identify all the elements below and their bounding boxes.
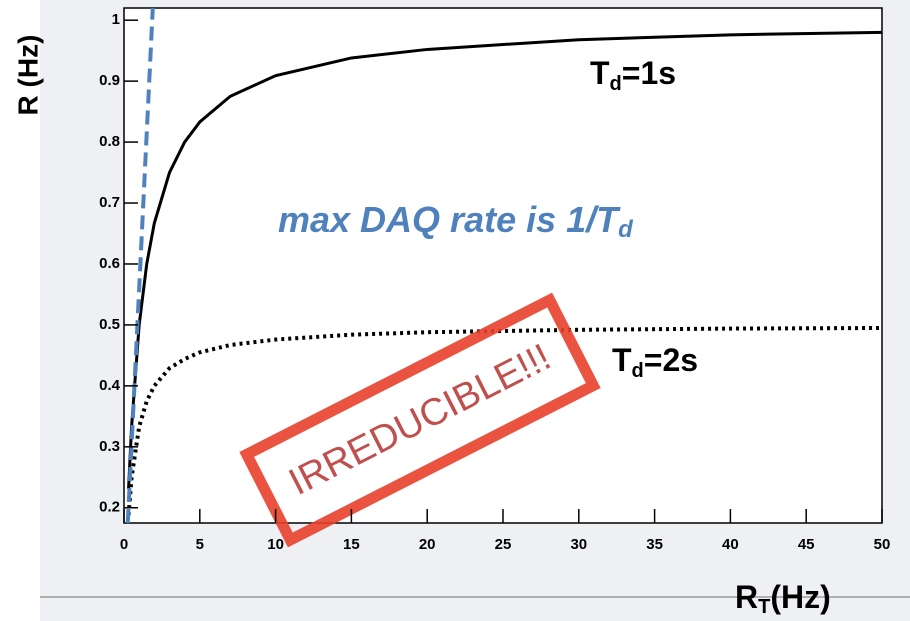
ann-main: T [590, 55, 610, 91]
y-tick-label: 0.9 [99, 72, 120, 89]
ann-sub: d [632, 360, 644, 382]
stamp-frame [239, 292, 601, 548]
ann-rest: =2s [644, 342, 698, 378]
x-tick-label: 50 [874, 536, 891, 553]
y-tick-label: 1 [112, 11, 120, 28]
ann-main: max DAQ rate is 1/T [278, 199, 621, 240]
y-tick-label: 0.2 [99, 499, 120, 516]
ann-main: T [612, 342, 632, 378]
x-tick-label: 15 [343, 536, 360, 553]
series-line [127, 30, 882, 489]
y-tick-label: 0.8 [99, 133, 120, 150]
x-tick-label: 0 [120, 536, 128, 553]
y-tick-label: 0.4 [99, 377, 121, 394]
series-line [126, 325, 882, 516]
annotation-td1: Td=1s [590, 55, 676, 95]
x-tick-label: 30 [570, 536, 587, 553]
x-tick-label: 35 [646, 536, 663, 553]
y-tick-label: 0.6 [99, 255, 120, 272]
plot-frame [123, 7, 883, 524]
x-axis-title: RT(Hz) [735, 579, 831, 618]
x-tick-label: 45 [798, 536, 815, 553]
ann-rest: =1s [622, 55, 676, 91]
x-tick-label: 20 [419, 536, 436, 553]
x-tick-label: 25 [495, 536, 512, 553]
y-tick-label: 0.3 [99, 438, 120, 455]
ann-sub: d [610, 73, 622, 95]
annotation-max-rate: max DAQ rate is 1/Td [278, 199, 634, 244]
x-title-main: R [735, 579, 758, 615]
ann-sub: d [618, 216, 634, 243]
x-tick-label: 5 [196, 536, 204, 553]
y-axis-title: R (Hz) [12, 35, 43, 116]
plot-content [125, 7, 882, 523]
annotation-td2: Td=2s [612, 342, 698, 382]
x-title-sub: T [758, 596, 770, 618]
y-tick-label: 0.7 [99, 194, 120, 211]
x-tick-label: 40 [722, 536, 739, 553]
series-line [125, 7, 155, 523]
x-tick-label: 10 [267, 536, 284, 553]
x-title-rest: (Hz) [770, 579, 830, 615]
y-tick-label: 0.5 [99, 316, 120, 333]
